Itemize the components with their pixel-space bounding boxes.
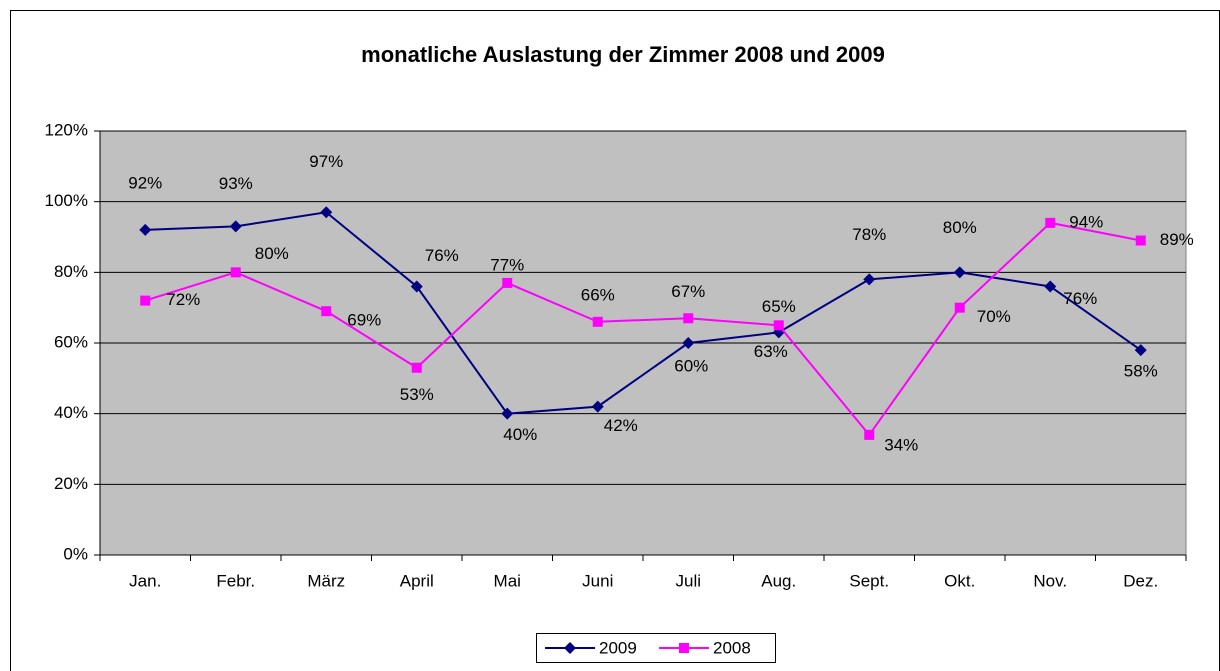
data-label: 72% (166, 290, 200, 309)
marker (410, 280, 423, 293)
y-tick-label: 120% (45, 120, 88, 139)
marker (230, 267, 241, 278)
marker (591, 400, 604, 413)
series-line (145, 211, 1142, 415)
marker (773, 320, 784, 331)
chart-title: monatliche Auslastung der Zimmer 2008 un… (361, 42, 885, 67)
data-label: 69% (347, 311, 381, 330)
marker (229, 220, 242, 233)
x-tick-label: Febr. (216, 571, 255, 590)
marker (592, 316, 603, 327)
legend-label: 2009 (599, 638, 637, 657)
x-tick-label: Juli (675, 571, 701, 590)
marker (679, 643, 689, 653)
marker (682, 337, 695, 349)
data-label: 80% (255, 244, 289, 263)
marker (321, 306, 332, 317)
data-label: 76% (425, 246, 459, 265)
data-label: 70% (977, 307, 1011, 326)
marker (683, 313, 694, 324)
series-line (144, 221, 1141, 437)
data-label: 93% (219, 174, 253, 193)
marker (863, 273, 876, 286)
marker (139, 223, 152, 236)
marker (864, 429, 875, 440)
data-label: 89% (1160, 230, 1194, 249)
x-tick-label: Sept. (849, 571, 889, 590)
data-label: 67% (671, 282, 705, 301)
x-tick-label: Jan. (129, 571, 161, 590)
y-tick-label: 100% (45, 191, 88, 210)
legend-label: 2008 (713, 638, 751, 657)
x-tick-label: Mai (494, 571, 521, 590)
data-label: 65% (762, 297, 796, 316)
x-tick-label: März (307, 571, 345, 590)
marker (1135, 235, 1146, 246)
marker (954, 302, 965, 313)
x-tick-label: Nov. (1033, 571, 1067, 590)
y-tick-label: 0% (63, 544, 88, 563)
marker (501, 407, 514, 420)
data-label: 78% (852, 225, 886, 244)
data-label: 94% (1069, 212, 1103, 231)
x-tick-label: April (400, 571, 434, 590)
y-tick-label: 80% (54, 262, 88, 281)
data-label: 76% (1063, 289, 1097, 308)
marker (564, 642, 576, 654)
marker (320, 206, 333, 219)
data-label: 92% (128, 173, 162, 192)
data-label: 42% (604, 416, 638, 435)
data-label: 58% (1124, 362, 1158, 381)
data-label: 97% (309, 152, 343, 171)
data-label: 53% (400, 385, 434, 404)
data-label: 66% (581, 285, 615, 304)
x-tick-label: Juni (582, 571, 613, 590)
data-label: 63% (754, 342, 788, 361)
marker (1134, 344, 1147, 357)
x-tick-label: Dez. (1123, 571, 1158, 590)
marker (1045, 217, 1056, 228)
y-tick-label: 40% (54, 403, 88, 422)
data-label: 34% (884, 435, 918, 454)
y-tick-label: 20% (54, 474, 88, 493)
data-label: 40% (503, 425, 537, 444)
x-tick-label: Aug. (761, 571, 796, 590)
data-label: 77% (490, 255, 524, 274)
data-label: 80% (943, 218, 977, 237)
marker (140, 295, 151, 306)
marker (411, 362, 422, 373)
y-tick-label: 60% (54, 332, 88, 351)
marker (1044, 280, 1057, 293)
x-tick-label: Okt. (944, 571, 975, 590)
marker (502, 277, 513, 288)
marker (953, 266, 966, 279)
data-label: 60% (674, 356, 708, 375)
